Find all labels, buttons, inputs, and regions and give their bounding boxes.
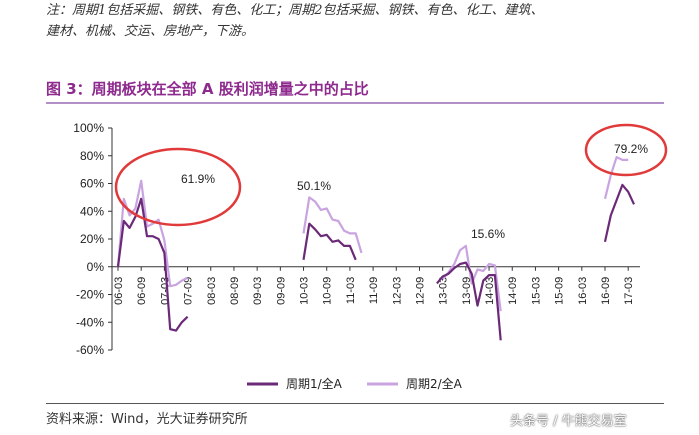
x-tick-label: 06-03: [113, 277, 125, 305]
source-divider: [46, 403, 664, 404]
x-tick-label: 09-09: [275, 277, 287, 305]
y-tick-label: 100%: [73, 121, 104, 135]
x-tick-label: 08-03: [206, 277, 218, 305]
title-divider: [46, 102, 664, 104]
annotation-label: 15.6%: [471, 227, 505, 241]
series-line-1: [302, 222, 357, 261]
x-tick-label: 09-03: [252, 277, 264, 305]
x-tick-label: 15-03: [530, 277, 542, 305]
x-tick-label: 17-03: [623, 277, 635, 305]
x-tick-label: 11-09: [368, 277, 380, 304]
x-tick-label: 14-09: [507, 277, 519, 305]
note-line-1: 注：周期1包括采掘、钢铁、有色、化工；周期2包括采掘、钢铁、有色、化工、建筑、: [46, 3, 544, 18]
x-tick-label: 16-09: [600, 277, 612, 305]
y-tick-label: 40%: [80, 204, 104, 218]
x-tick-label: 08-09: [229, 277, 241, 305]
series-line-1: [603, 183, 635, 243]
x-tick-label: 12-09: [414, 277, 426, 305]
x-tick-label: 12-03: [391, 277, 403, 305]
series-line-2: [116, 179, 189, 288]
note-line-2: 建材、机械、交运、房地产，下游。: [46, 24, 255, 39]
highlight-circle: [114, 147, 242, 227]
series-line-1: [436, 261, 502, 341]
y-tick-label: -40%: [76, 315, 104, 329]
legend-label-2: 周期2/全A: [406, 376, 463, 391]
x-tick-label: 06-09: [136, 277, 148, 305]
x-tick-label: 10-03: [299, 277, 311, 305]
figure-title: 图 3：周期板块在全部 A 股利润增量之中的占比: [46, 80, 369, 98]
legend-label-1: 周期1/全A: [286, 376, 343, 391]
x-tick-label: 13-03: [438, 277, 450, 305]
series-line-2: [441, 244, 502, 312]
series-line-2: [603, 156, 629, 200]
annotation-label: 79.2%: [614, 142, 648, 156]
x-tick-label: 10-09: [322, 277, 334, 305]
x-tick-label: 13-09: [461, 277, 473, 305]
x-tick-label: 16-03: [577, 277, 589, 305]
series-line-2: [302, 196, 363, 254]
annotation-label: 61.9%: [181, 172, 215, 186]
x-tick-label: 14-03: [484, 277, 496, 305]
y-tick-label: 80%: [80, 149, 104, 163]
y-tick-label: 60%: [80, 177, 104, 191]
series-line-1: [116, 197, 189, 332]
watermark-text: 头条号 / 牛熊交易室: [510, 414, 627, 429]
y-tick-label: 20%: [80, 232, 104, 246]
y-tick-label: 0%: [87, 260, 105, 274]
y-tick-label: -60%: [76, 343, 104, 357]
source-note: 资料来源：Wind，光大证券研究所: [46, 412, 248, 427]
y-tick-label: -20%: [76, 288, 104, 302]
annotation-label: 50.1%: [297, 179, 331, 193]
x-tick-label: 07-09: [183, 277, 195, 305]
x-tick-label: 15-09: [554, 277, 566, 305]
highlight-circle: [584, 123, 668, 177]
x-tick-label: 11-03: [345, 277, 357, 304]
chart-note: 注：周期1包括采掘、钢铁、有色、化工；周期2包括采掘、钢铁、有色、化工、建筑、 …: [46, 0, 686, 42]
